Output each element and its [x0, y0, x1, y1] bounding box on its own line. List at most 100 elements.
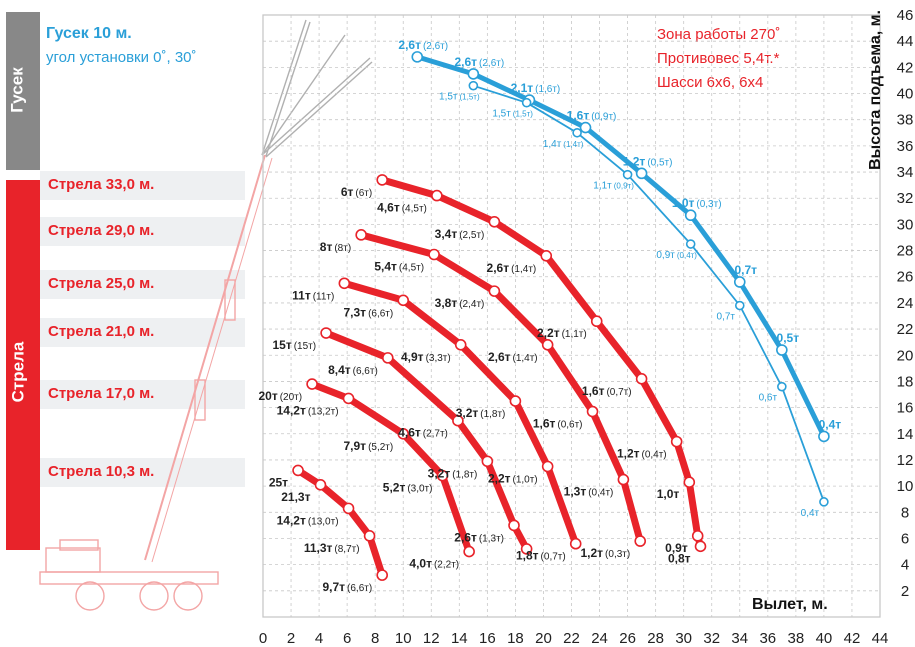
- boom-length-label: Стрела 33,0 м.: [48, 176, 155, 193]
- point-marker: [467, 68, 480, 80]
- load-label: 7,9т (5,2т): [344, 439, 394, 453]
- boom-label-bg: [40, 458, 245, 487]
- load-label: 2,2т (1,0т): [488, 472, 538, 486]
- load-label-sub: (0,4т): [677, 251, 697, 260]
- y-tick-label: 12: [897, 452, 914, 469]
- series-line: [414, 54, 827, 439]
- load-label: 11т (11т): [292, 288, 334, 302]
- x-tick-label: 6: [343, 630, 351, 647]
- x-tick-label: 2: [287, 630, 295, 647]
- point-marker: [431, 189, 443, 202]
- load-label-sub: (6,6т): [368, 308, 393, 319]
- crane-truck-drawing: [39, 154, 273, 611]
- y-tick-label: 20: [897, 347, 914, 364]
- point-marker: [569, 537, 582, 550]
- load-label-sub: (6т): [355, 188, 372, 199]
- point-marker: [436, 469, 449, 482]
- load-label: 3,2т (1,8т): [428, 466, 478, 480]
- load-label: 1,2т (0,3т): [580, 546, 630, 560]
- load-label-sub: (8т): [334, 243, 351, 254]
- point-marker: [397, 427, 410, 440]
- boom-label-bg: [40, 217, 245, 246]
- load-label: 1,0т: [657, 487, 680, 501]
- load-label: 20т (20т): [258, 389, 302, 403]
- x-tick-label: 14: [451, 630, 468, 647]
- load-label-sub: (8,7т): [334, 544, 359, 555]
- load-label: 2,6т (1,4т): [488, 350, 538, 364]
- load-label: 1,5т (1,5т): [439, 92, 480, 103]
- load-label: 14,2т (13,0т): [277, 513, 339, 527]
- boom-length-label: Стрела 10,3 м.: [48, 463, 155, 480]
- point-marker: [572, 127, 582, 138]
- load-label-sub: (1,8т): [480, 409, 505, 420]
- load-label-sub: (1,4т): [563, 140, 583, 149]
- load-label: 14,2т (13,2т): [277, 403, 339, 417]
- load-label: 6т (6т): [341, 185, 372, 199]
- load-label: 1,4т (1,4т): [543, 139, 584, 150]
- y-tick-label: 18: [897, 373, 914, 390]
- x-tick-label: 40: [816, 630, 833, 647]
- load-label-sub: (1,6т): [535, 84, 560, 95]
- point-marker: [320, 327, 332, 339]
- load-label-sub: (4,5т): [399, 262, 424, 273]
- point-marker: [691, 530, 704, 542]
- load-label: 11,3т (8,7т): [304, 541, 360, 555]
- series-line: [378, 176, 704, 550]
- point-marker: [540, 250, 553, 262]
- load-label-sub: (0,7т): [541, 552, 566, 563]
- load-label: 2,2т (1,1т): [537, 326, 587, 340]
- x-tick-label: 20: [535, 630, 552, 647]
- load-label-sub: (0,6т): [557, 420, 582, 431]
- load-label: 1,1т (0,9т): [593, 181, 634, 192]
- load-label: 2,1т (1,6т): [511, 81, 561, 95]
- load-label-sub: (3,3т): [426, 353, 451, 364]
- load-label-sub: (11т): [313, 291, 335, 302]
- load-label: 0,7т: [734, 263, 757, 277]
- load-label: 21,3т: [281, 490, 310, 504]
- point-marker: [586, 405, 599, 418]
- jib-drawing: [261, 19, 373, 158]
- load-label-sub: (4,5т): [402, 204, 427, 215]
- point-marker: [777, 381, 787, 392]
- point-marker: [670, 435, 683, 448]
- load-label-sub: (5,2т): [368, 442, 393, 453]
- point-marker: [376, 569, 388, 581]
- load-label-sub: (3,0т): [407, 484, 432, 495]
- point-marker: [306, 378, 318, 390]
- x-tick-label: 44: [872, 630, 889, 647]
- jib-title: Гусек 10 м.: [46, 25, 132, 42]
- load-label: 1,6т (0,6т): [533, 417, 583, 431]
- load-label-sub: (1,5т): [460, 93, 480, 102]
- y-tick-label: 32: [897, 190, 914, 207]
- data-points: [292, 51, 830, 581]
- y-tick-label: 2: [901, 583, 909, 600]
- point-marker: [355, 229, 367, 241]
- point-marker: [683, 476, 696, 489]
- point-marker: [685, 239, 696, 249]
- load-label-sub: (1,4т): [511, 264, 536, 275]
- load-label: 8,4т (6,6т): [328, 363, 378, 377]
- load-label: 2,6т (1,3т): [454, 530, 504, 544]
- y-tick-label: 38: [897, 112, 914, 129]
- boom-length-label: Стрела 29,0 м.: [48, 222, 155, 239]
- point-marker: [541, 338, 554, 351]
- info-chassis: Шасси 6х6, 6х4: [657, 74, 764, 91]
- point-marker: [463, 545, 475, 558]
- load-label: 4,9т (3,3т): [401, 350, 451, 364]
- load-label-sub: (13,0т): [308, 516, 339, 527]
- load-label-sub: (1,3т): [479, 533, 504, 544]
- x-axis-label: Вылет, м.: [752, 596, 828, 613]
- point-marker: [684, 209, 697, 222]
- x-tick-label: 12: [423, 630, 440, 647]
- load-label: 0,8т: [668, 551, 691, 565]
- point-marker: [411, 51, 424, 63]
- point-marker: [314, 479, 327, 491]
- point-marker: [342, 502, 355, 515]
- load-label-sub: (2,4т): [459, 299, 484, 310]
- y-tick-label: 28: [897, 243, 914, 260]
- point-marker: [818, 430, 830, 443]
- boom-section-bar: [6, 180, 40, 550]
- load-label: 15т (15т): [272, 338, 316, 352]
